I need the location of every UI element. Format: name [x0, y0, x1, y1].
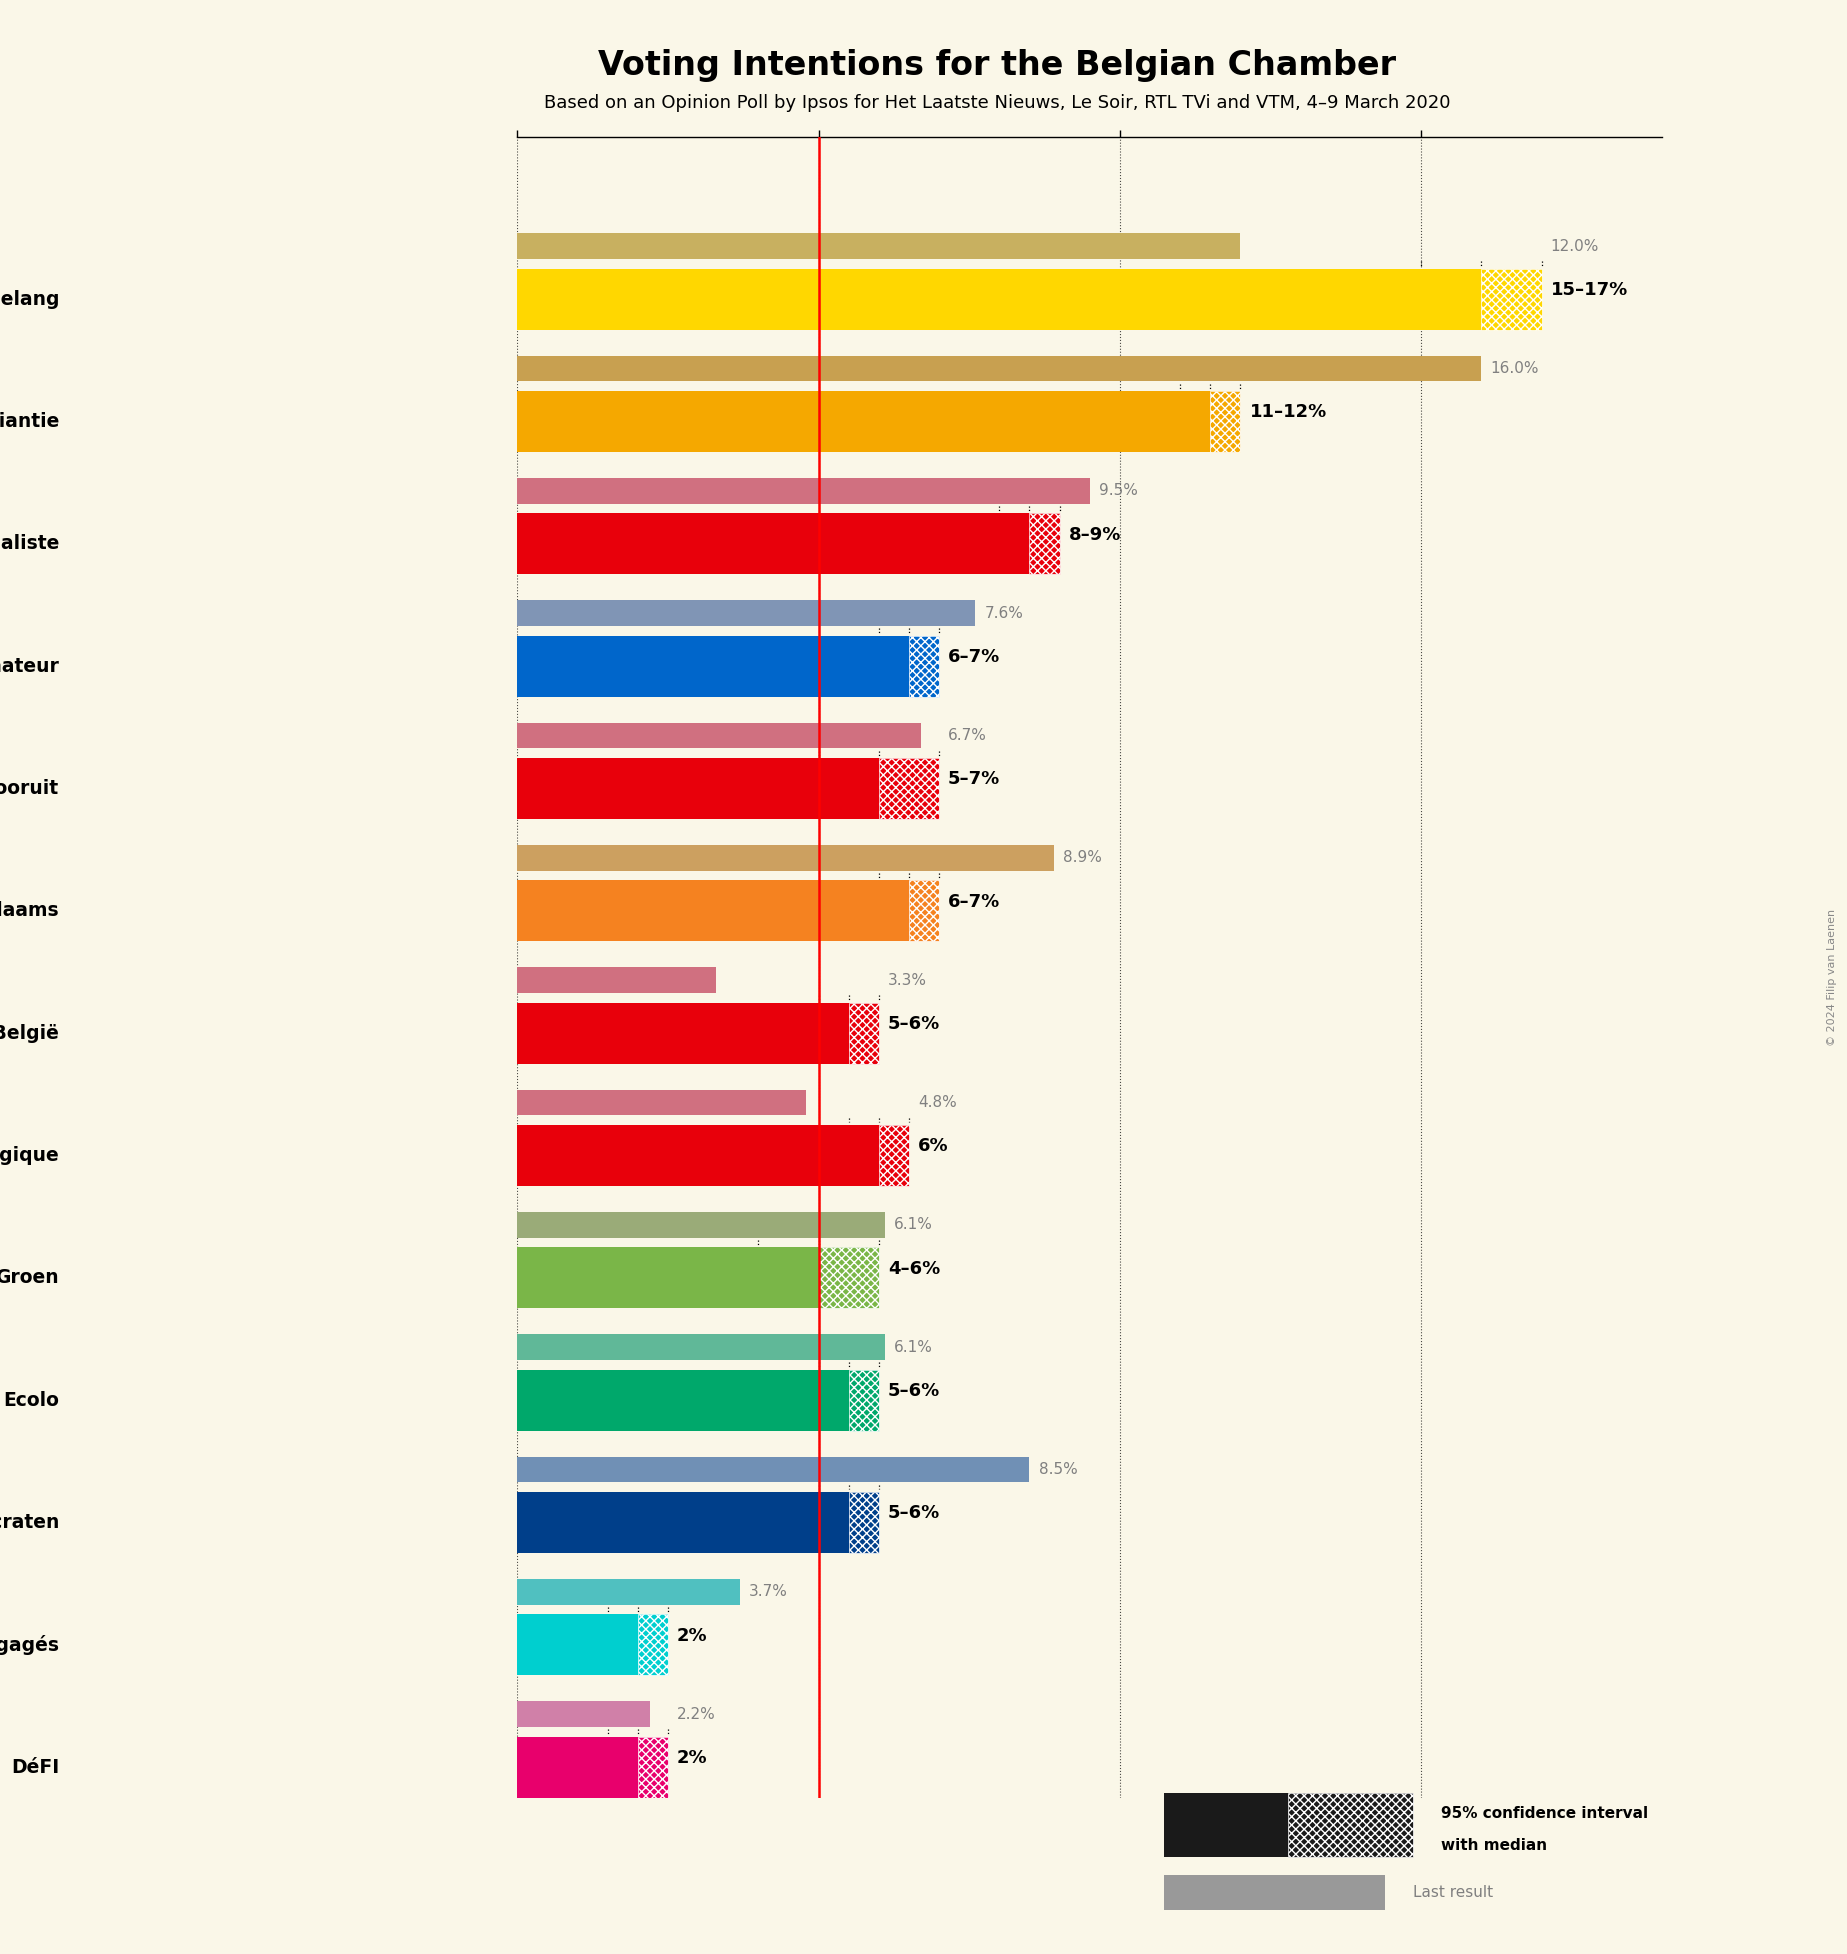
- Bar: [517, 1335, 885, 1360]
- Bar: [517, 1614, 669, 1675]
- Text: 3.3%: 3.3%: [888, 973, 927, 987]
- Bar: [517, 268, 1542, 330]
- Bar: [1481, 268, 1542, 330]
- Text: Last result: Last result: [1413, 1886, 1492, 1899]
- Bar: [1164, 1876, 1385, 1911]
- Text: 8–9%: 8–9%: [1069, 526, 1121, 543]
- Bar: [517, 1456, 1029, 1483]
- Bar: [1164, 1794, 1413, 1856]
- Text: Vooruit: Vooruit: [0, 780, 59, 797]
- Text: 5–6%: 5–6%: [888, 1505, 940, 1522]
- Bar: [517, 879, 938, 942]
- Text: 6.1%: 6.1%: [894, 1340, 933, 1354]
- Text: 6–7%: 6–7%: [948, 649, 1001, 666]
- Bar: [517, 1702, 650, 1727]
- Bar: [517, 1211, 885, 1237]
- Text: 12.0%: 12.0%: [1551, 238, 1600, 254]
- Bar: [637, 1614, 669, 1675]
- Text: Partij van de Arbeid van België: Partij van de Arbeid van België: [0, 1024, 59, 1043]
- Bar: [1029, 514, 1060, 574]
- Bar: [517, 967, 717, 993]
- Text: 9.5%: 9.5%: [1099, 483, 1138, 498]
- Text: 2%: 2%: [676, 1749, 707, 1766]
- Bar: [517, 479, 1090, 504]
- Text: Christen-Democratisch en Vlaams: Christen-Democratisch en Vlaams: [0, 901, 59, 920]
- Text: 5–6%: 5–6%: [888, 1381, 940, 1399]
- Text: 95% confidence interval: 95% confidence interval: [1441, 1805, 1648, 1821]
- Text: 6.1%: 6.1%: [894, 1217, 933, 1233]
- Bar: [909, 635, 938, 698]
- Text: Vlaams Belang: Vlaams Belang: [0, 289, 59, 309]
- Bar: [517, 514, 1060, 574]
- Text: Nieuw-Vlaamse Alliantie: Nieuw-Vlaamse Alliantie: [0, 412, 59, 432]
- Bar: [517, 1247, 879, 1309]
- Bar: [517, 1002, 879, 1063]
- Text: 7.6%: 7.6%: [984, 606, 1023, 621]
- Bar: [517, 1370, 879, 1430]
- Bar: [517, 723, 922, 748]
- Bar: [1210, 391, 1241, 451]
- Text: 5–7%: 5–7%: [948, 770, 1001, 787]
- Bar: [1287, 1794, 1413, 1856]
- Bar: [517, 1090, 807, 1116]
- Text: Based on an Opinion Poll by Ipsos for Het Laatste Nieuws, Le Soir, RTL TVi and V: Based on an Opinion Poll by Ipsos for He…: [545, 94, 1450, 111]
- Bar: [909, 879, 938, 942]
- Bar: [517, 1579, 741, 1604]
- Bar: [517, 1491, 879, 1553]
- Bar: [517, 600, 975, 625]
- Text: Open Vlaamse Liberalen en Democraten: Open Vlaamse Liberalen en Democraten: [0, 1512, 59, 1532]
- Text: Ecolo: Ecolo: [4, 1391, 59, 1409]
- Text: Parti du Travail de Belgique: Parti du Travail de Belgique: [0, 1145, 59, 1165]
- Text: Mouvement Réformateur: Mouvement Réformateur: [0, 657, 59, 676]
- Text: with median: with median: [1441, 1839, 1546, 1852]
- Bar: [848, 1370, 879, 1430]
- Text: 8.9%: 8.9%: [1062, 850, 1101, 866]
- Text: 4–6%: 4–6%: [888, 1260, 940, 1278]
- Bar: [517, 844, 1053, 871]
- Bar: [517, 356, 1481, 381]
- Text: 16.0%: 16.0%: [1491, 361, 1539, 375]
- Bar: [517, 635, 938, 698]
- Text: DéFI: DéFI: [11, 1757, 59, 1776]
- Bar: [517, 391, 1241, 451]
- Text: 4.8%: 4.8%: [918, 1094, 957, 1110]
- Text: 5–6%: 5–6%: [888, 1014, 940, 1034]
- Text: 6%: 6%: [918, 1137, 949, 1155]
- Bar: [517, 1126, 909, 1186]
- Text: © 2024 Filip van Laenen: © 2024 Filip van Laenen: [1827, 909, 1838, 1045]
- Text: Les Engagés: Les Engagés: [0, 1635, 59, 1655]
- Bar: [879, 758, 938, 819]
- Text: Parti Socialiste: Parti Socialiste: [0, 533, 59, 553]
- Text: 2.2%: 2.2%: [676, 1706, 715, 1721]
- Text: 3.7%: 3.7%: [750, 1585, 789, 1598]
- Text: 11–12%: 11–12%: [1249, 403, 1326, 422]
- Bar: [517, 233, 1241, 260]
- Text: Voting Intentions for the Belgian Chamber: Voting Intentions for the Belgian Chambe…: [598, 49, 1396, 82]
- Bar: [517, 1737, 669, 1798]
- Bar: [879, 1126, 909, 1186]
- Bar: [637, 1737, 669, 1798]
- Text: 6.7%: 6.7%: [948, 729, 986, 743]
- Text: 15–17%: 15–17%: [1551, 281, 1627, 299]
- Bar: [818, 1247, 879, 1309]
- Text: 2%: 2%: [676, 1626, 707, 1645]
- Bar: [848, 1002, 879, 1063]
- Text: 6–7%: 6–7%: [948, 893, 1001, 911]
- Bar: [517, 758, 938, 819]
- Bar: [848, 1491, 879, 1553]
- Text: Groen: Groen: [0, 1268, 59, 1288]
- Text: 8.5%: 8.5%: [1038, 1462, 1077, 1477]
